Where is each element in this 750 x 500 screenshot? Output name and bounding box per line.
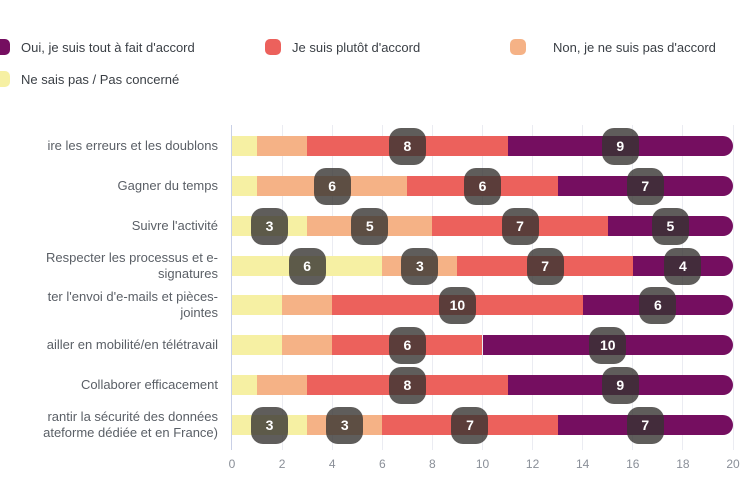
x-tick-label: 4 — [328, 457, 336, 471]
gridline — [281, 125, 283, 450]
value-chip: 7 — [526, 247, 564, 285]
bar-segment[interactable] — [232, 295, 283, 315]
gridline — [331, 125, 333, 450]
value-chip: 6 — [464, 167, 501, 205]
legend-label: Non, je ne suis pas d'accord — [553, 39, 716, 55]
value-chip: 3 — [251, 207, 289, 245]
bar-segment[interactable] — [232, 335, 283, 355]
legend-label: Je suis plutôt d'accord — [292, 39, 421, 55]
x-tick-label: 8 — [429, 457, 436, 471]
row-label: Respecter les processus et e-signatures — [46, 250, 218, 281]
legend-item-pas-daccord[interactable]: Non, je ne suis pas d'accord — [510, 39, 716, 55]
legend-swatch-red — [265, 39, 281, 55]
bar-segment[interactable] — [232, 375, 258, 395]
value-chip: 4 — [664, 247, 702, 285]
row-label: Gagner du temps — [117, 178, 218, 193]
row-label: ailler en mobilité/en télétravail — [46, 337, 218, 352]
legend-swatch-yellow — [0, 71, 10, 87]
row-label: Collaborer efficacement — [80, 377, 218, 392]
bar-segment[interactable] — [282, 295, 333, 315]
row-label: ter l'envoi d'e-mails et pièces-jointes — [47, 289, 218, 320]
value-chip: 7 — [501, 207, 539, 245]
bar-segment[interactable] — [232, 136, 258, 156]
gridline — [582, 125, 584, 450]
value-chip: 10 — [589, 326, 627, 364]
value-chip: 5 — [651, 207, 689, 245]
x-tick-label: 12 — [525, 457, 540, 471]
gridline — [682, 125, 684, 450]
value-chip: 6 — [288, 247, 326, 285]
value-chip: 7 — [451, 406, 489, 444]
x-tick-label: 14 — [576, 457, 590, 471]
gridline — [632, 125, 634, 450]
value-chip: 9 — [601, 366, 639, 404]
value-chip: 3 — [401, 247, 439, 285]
value-chip: 6 — [639, 286, 677, 324]
legend-swatch-orange — [510, 39, 526, 55]
x-tick-label: 10 — [475, 457, 490, 471]
x-tick-label: 20 — [726, 457, 740, 471]
x-tick-label: 0 — [228, 457, 236, 471]
legend-label: Oui, je suis tout à fait d'accord — [21, 39, 195, 55]
row-label: Suivre l'activité — [131, 218, 218, 233]
value-chip: 7 — [626, 167, 664, 205]
gridline — [482, 125, 483, 450]
value-chip: 8 — [388, 127, 426, 165]
gridline — [532, 125, 534, 450]
legend-label: Ne sais pas / Pas concerné — [21, 71, 180, 87]
x-tick-label: 16 — [626, 457, 640, 471]
legend-item-tout-a-fait-daccord[interactable]: Oui, je suis tout à fait d'accord — [0, 39, 195, 55]
value-chip: 5 — [351, 207, 389, 245]
gridline — [431, 125, 433, 450]
value-chip: 3 — [326, 406, 364, 444]
row-label: rantir la sécurité des données ateforme d… — [43, 409, 218, 440]
value-chip: 6 — [313, 167, 351, 205]
bar-segment[interactable] — [282, 335, 333, 355]
row-label: ire les erreurs et les doublons — [47, 138, 218, 153]
legend-swatch-purple — [0, 39, 10, 55]
x-tick-label: 2 — [278, 457, 286, 471]
bar-segment[interactable] — [232, 176, 258, 196]
legend-item-ne-sais-pas[interactable]: Ne sais pas / Pas concerné — [0, 71, 179, 87]
bar-segment[interactable] — [257, 375, 308, 395]
value-chip: 6 — [388, 326, 426, 364]
gridline — [732, 125, 734, 450]
legend-item-plutot-daccord[interactable]: Je suis plutôt d'accord — [265, 39, 420, 55]
value-chip: 10 — [438, 286, 476, 324]
x-tick-label: 18 — [676, 457, 690, 471]
y-axis-line — [231, 125, 232, 450]
value-chip: 9 — [601, 127, 639, 165]
gridline — [381, 125, 383, 450]
value-chip: 3 — [251, 406, 289, 444]
value-chip: 8 — [388, 366, 426, 404]
value-chip: 7 — [626, 406, 664, 444]
bar-segment[interactable] — [257, 136, 308, 156]
x-tick-label: 6 — [378, 457, 386, 471]
